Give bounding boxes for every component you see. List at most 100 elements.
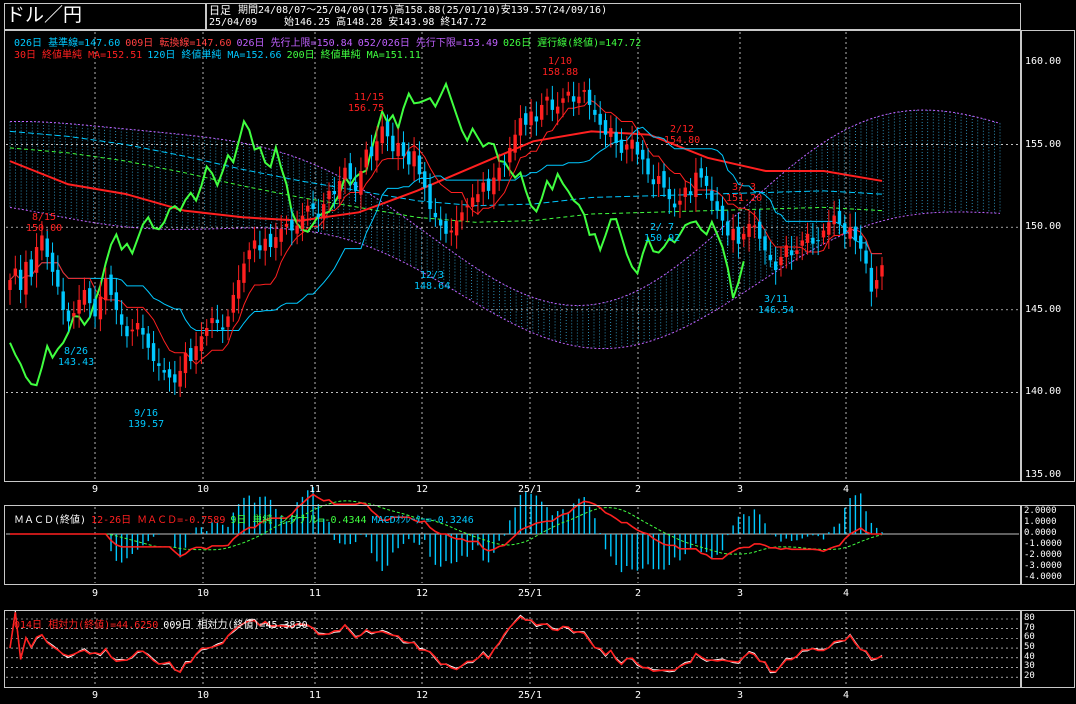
date-tick-label: 4 bbox=[843, 484, 850, 495]
candle-body bbox=[327, 190, 331, 200]
candle-body bbox=[524, 113, 528, 125]
ma-legend-item-2: 200日 終値単純 MA=151.11 bbox=[286, 50, 421, 61]
candle-body bbox=[279, 228, 283, 242]
candle-body bbox=[40, 235, 44, 251]
legend-item-3: 052/026日 先行下限=153.49 bbox=[357, 38, 499, 49]
macd-date-tick-label: 4 bbox=[843, 588, 850, 599]
candle-body bbox=[742, 233, 746, 240]
annotation-date: 9/16 bbox=[134, 408, 159, 419]
annotation-date: 12/3 bbox=[420, 270, 445, 281]
annotation-date: 8/15 bbox=[32, 212, 57, 223]
candle-body bbox=[135, 323, 140, 330]
candle-body bbox=[417, 155, 422, 175]
macd-panel bbox=[4, 505, 1021, 585]
candle-body bbox=[598, 113, 602, 125]
candle-body bbox=[391, 135, 395, 152]
rsi-date-tick-label: 10 bbox=[197, 690, 210, 701]
rsi-axis-panel bbox=[1021, 610, 1075, 688]
macd-legend-item-3: MACDｵｼﾚｰﾀｰ=-0.3246 bbox=[371, 515, 474, 526]
annotation-value: 150.00 bbox=[26, 223, 63, 234]
candle-body bbox=[93, 298, 97, 317]
candle-body bbox=[88, 288, 92, 304]
candle-body bbox=[853, 226, 858, 241]
macd-tick-label: 1.0000 bbox=[1024, 517, 1057, 527]
candle-body bbox=[784, 245, 788, 258]
macd-axis-panel bbox=[1021, 505, 1075, 585]
currency-pair-title: ドル／円 bbox=[6, 4, 83, 26]
candle-body bbox=[470, 197, 475, 207]
header-box bbox=[206, 3, 1021, 30]
macd-tick-label: -1.0000 bbox=[1024, 539, 1062, 549]
senkou-span-a-line bbox=[9, 109, 1001, 307]
candle-body bbox=[29, 259, 33, 277]
date-tick-label: 10 bbox=[197, 484, 210, 495]
candle-body bbox=[215, 319, 220, 324]
price-tick-label: 160.00 bbox=[1025, 56, 1062, 67]
candle-body bbox=[189, 348, 193, 362]
candle-body bbox=[827, 222, 831, 235]
candle-body bbox=[763, 236, 767, 251]
candle-body bbox=[614, 132, 618, 143]
rsi-tick-label: 70 bbox=[1024, 622, 1035, 633]
candle-body bbox=[173, 374, 177, 383]
candle-body bbox=[50, 252, 55, 272]
rsi-legend-item-1: 009日 相対力(終値)=45.3830 bbox=[163, 620, 308, 631]
candle-body bbox=[683, 187, 687, 197]
candle-body bbox=[699, 168, 703, 178]
candle-body bbox=[45, 238, 49, 257]
candle-body bbox=[566, 91, 570, 96]
candle-body bbox=[369, 146, 374, 157]
candle-body bbox=[242, 263, 246, 283]
legend-item-2: 026日 先行上限=150.84 bbox=[236, 38, 353, 49]
candle-body bbox=[476, 194, 480, 203]
candle-body bbox=[587, 89, 592, 105]
candle-body bbox=[359, 171, 363, 195]
rsi-tick-label: 50 bbox=[1024, 642, 1035, 653]
annotation-date: 2/12 bbox=[670, 124, 695, 135]
candle-body bbox=[125, 326, 129, 337]
candle-body bbox=[736, 226, 741, 244]
candle-body bbox=[625, 144, 629, 150]
title-box bbox=[4, 3, 206, 30]
candle-body bbox=[667, 189, 672, 200]
candle-body bbox=[380, 126, 384, 144]
candle-body bbox=[832, 215, 836, 225]
macd-tick-label: -2.0000 bbox=[1024, 550, 1062, 560]
macd-legend-item-2: 9日 単純 シグナル=-0.4344 bbox=[230, 515, 367, 526]
last-ohlc: 始146.25 高148.28 安143.98 終147.72 bbox=[284, 17, 487, 28]
candle-body bbox=[252, 240, 257, 249]
macd-legend: ＭＡＣＤ(終値) 12-26日 ＭＡＣＤ=-0.7589 9日 単純 シグナル=-0… bbox=[14, 508, 479, 527]
rsi-legend-item-0: 014日 相対力(終値)=44.6250 bbox=[14, 620, 159, 631]
candle-body bbox=[874, 280, 879, 289]
candle-body bbox=[284, 223, 289, 227]
candle-body bbox=[343, 167, 347, 180]
rsi-date-tick-label: 9 bbox=[92, 690, 99, 701]
candle-body bbox=[529, 111, 533, 126]
macd-date-tick-label: 2 bbox=[635, 588, 642, 599]
candle-body bbox=[268, 233, 273, 248]
candle-body bbox=[518, 118, 523, 136]
candle-body bbox=[688, 191, 693, 195]
candle-body bbox=[428, 184, 432, 210]
candle-body bbox=[364, 149, 368, 168]
candle-body bbox=[34, 247, 39, 273]
candle-body bbox=[731, 228, 735, 241]
senkou-span-b-line bbox=[9, 206, 1001, 350]
candle-body bbox=[141, 327, 145, 335]
candle-body bbox=[811, 237, 815, 244]
price-tick-label: 145.00 bbox=[1025, 303, 1062, 315]
rsi-panel bbox=[4, 610, 1021, 688]
candle-body bbox=[290, 219, 294, 231]
candle-body bbox=[433, 212, 438, 218]
candle-body bbox=[157, 363, 161, 366]
macd-date-tick-label: 12 bbox=[416, 588, 429, 599]
candle-body bbox=[444, 220, 448, 234]
candle-body bbox=[263, 238, 267, 251]
annotation-value: 139.57 bbox=[128, 419, 165, 430]
candle-body bbox=[56, 269, 60, 287]
candle-body bbox=[715, 201, 719, 211]
rsi-date-tick-label: 12 bbox=[416, 690, 429, 701]
macd-date-tick-label: 9 bbox=[92, 588, 99, 599]
candle-body bbox=[199, 336, 204, 352]
candle-body bbox=[678, 200, 682, 205]
